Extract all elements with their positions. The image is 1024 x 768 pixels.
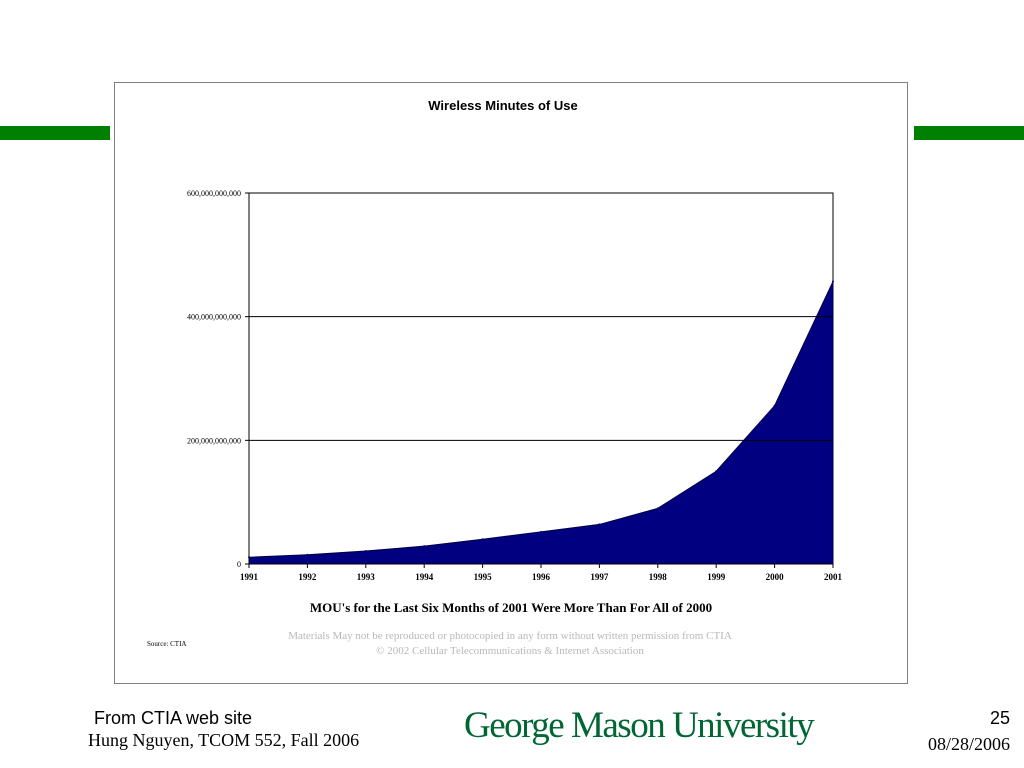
data-point-1992 <box>306 553 309 556</box>
data-point-1997 <box>598 523 601 526</box>
data-point-1993 <box>364 550 367 553</box>
x-tick-label: 2001 <box>824 572 843 582</box>
x-tick-label: 1995 <box>474 572 493 582</box>
data-point-1999 <box>715 470 718 473</box>
area-series <box>248 281 834 565</box>
x-tick-label: 1999 <box>707 572 726 582</box>
page-number: 25 <box>989 708 1010 728</box>
chart-svg: Wireless Minutes of Use 0 200,000,000,000… <box>147 98 843 657</box>
accent-bar-left <box>0 126 110 140</box>
x-tick-label: 1992 <box>298 572 317 582</box>
x-tick-label: 1997 <box>590 572 609 582</box>
data-point-1995 <box>481 538 484 541</box>
y-tick-label: 600,000,000,000 <box>187 189 241 198</box>
x-tick-label: 2000 <box>766 572 785 582</box>
x-tick-label: 1991 <box>240 572 259 582</box>
disclaimer-line-1: Materials May not be reproduced or photo… <box>288 630 732 642</box>
y-tick-label: 0 <box>237 560 241 569</box>
x-tick-label: 1993 <box>357 572 376 582</box>
data-point-2000 <box>773 404 776 407</box>
footer-author: Hung Nguyen, TCOM 552, Fall 2006 <box>88 730 360 750</box>
disclaimer-line-2: © 2002 Cellular Telecommunications & Int… <box>376 645 644 657</box>
university-logo: George Mason University <box>464 705 815 746</box>
chart-annotation: MOU's for the Last Six Months of 2001 We… <box>310 600 712 615</box>
y-tick-label: 200,000,000,000 <box>187 436 241 445</box>
y-tick-label: 400,000,000,000 <box>187 313 241 322</box>
footer-note: From CTIA web site <box>94 708 253 728</box>
chart-title: Wireless Minutes of Use <box>428 98 577 113</box>
chart-source: Source: CTIA <box>147 640 186 648</box>
data-point-1998 <box>656 507 659 510</box>
data-point-2001 <box>832 280 834 283</box>
x-tick-label: 1996 <box>532 572 551 582</box>
chart-frame: Wireless Minutes of Use 0 200,000,000,000… <box>114 82 908 684</box>
data-point-1994 <box>423 545 426 548</box>
x-tick-label: 1994 <box>415 572 434 582</box>
data-point-1996 <box>540 530 542 533</box>
x-tick-label: 1998 <box>649 572 668 582</box>
plot-area: 0 200,000,000,000 400,000,000,000 600,000,0… <box>187 189 843 582</box>
accent-bar-right <box>914 126 1024 140</box>
footer-date: 08/28/2006 <box>927 734 1010 754</box>
